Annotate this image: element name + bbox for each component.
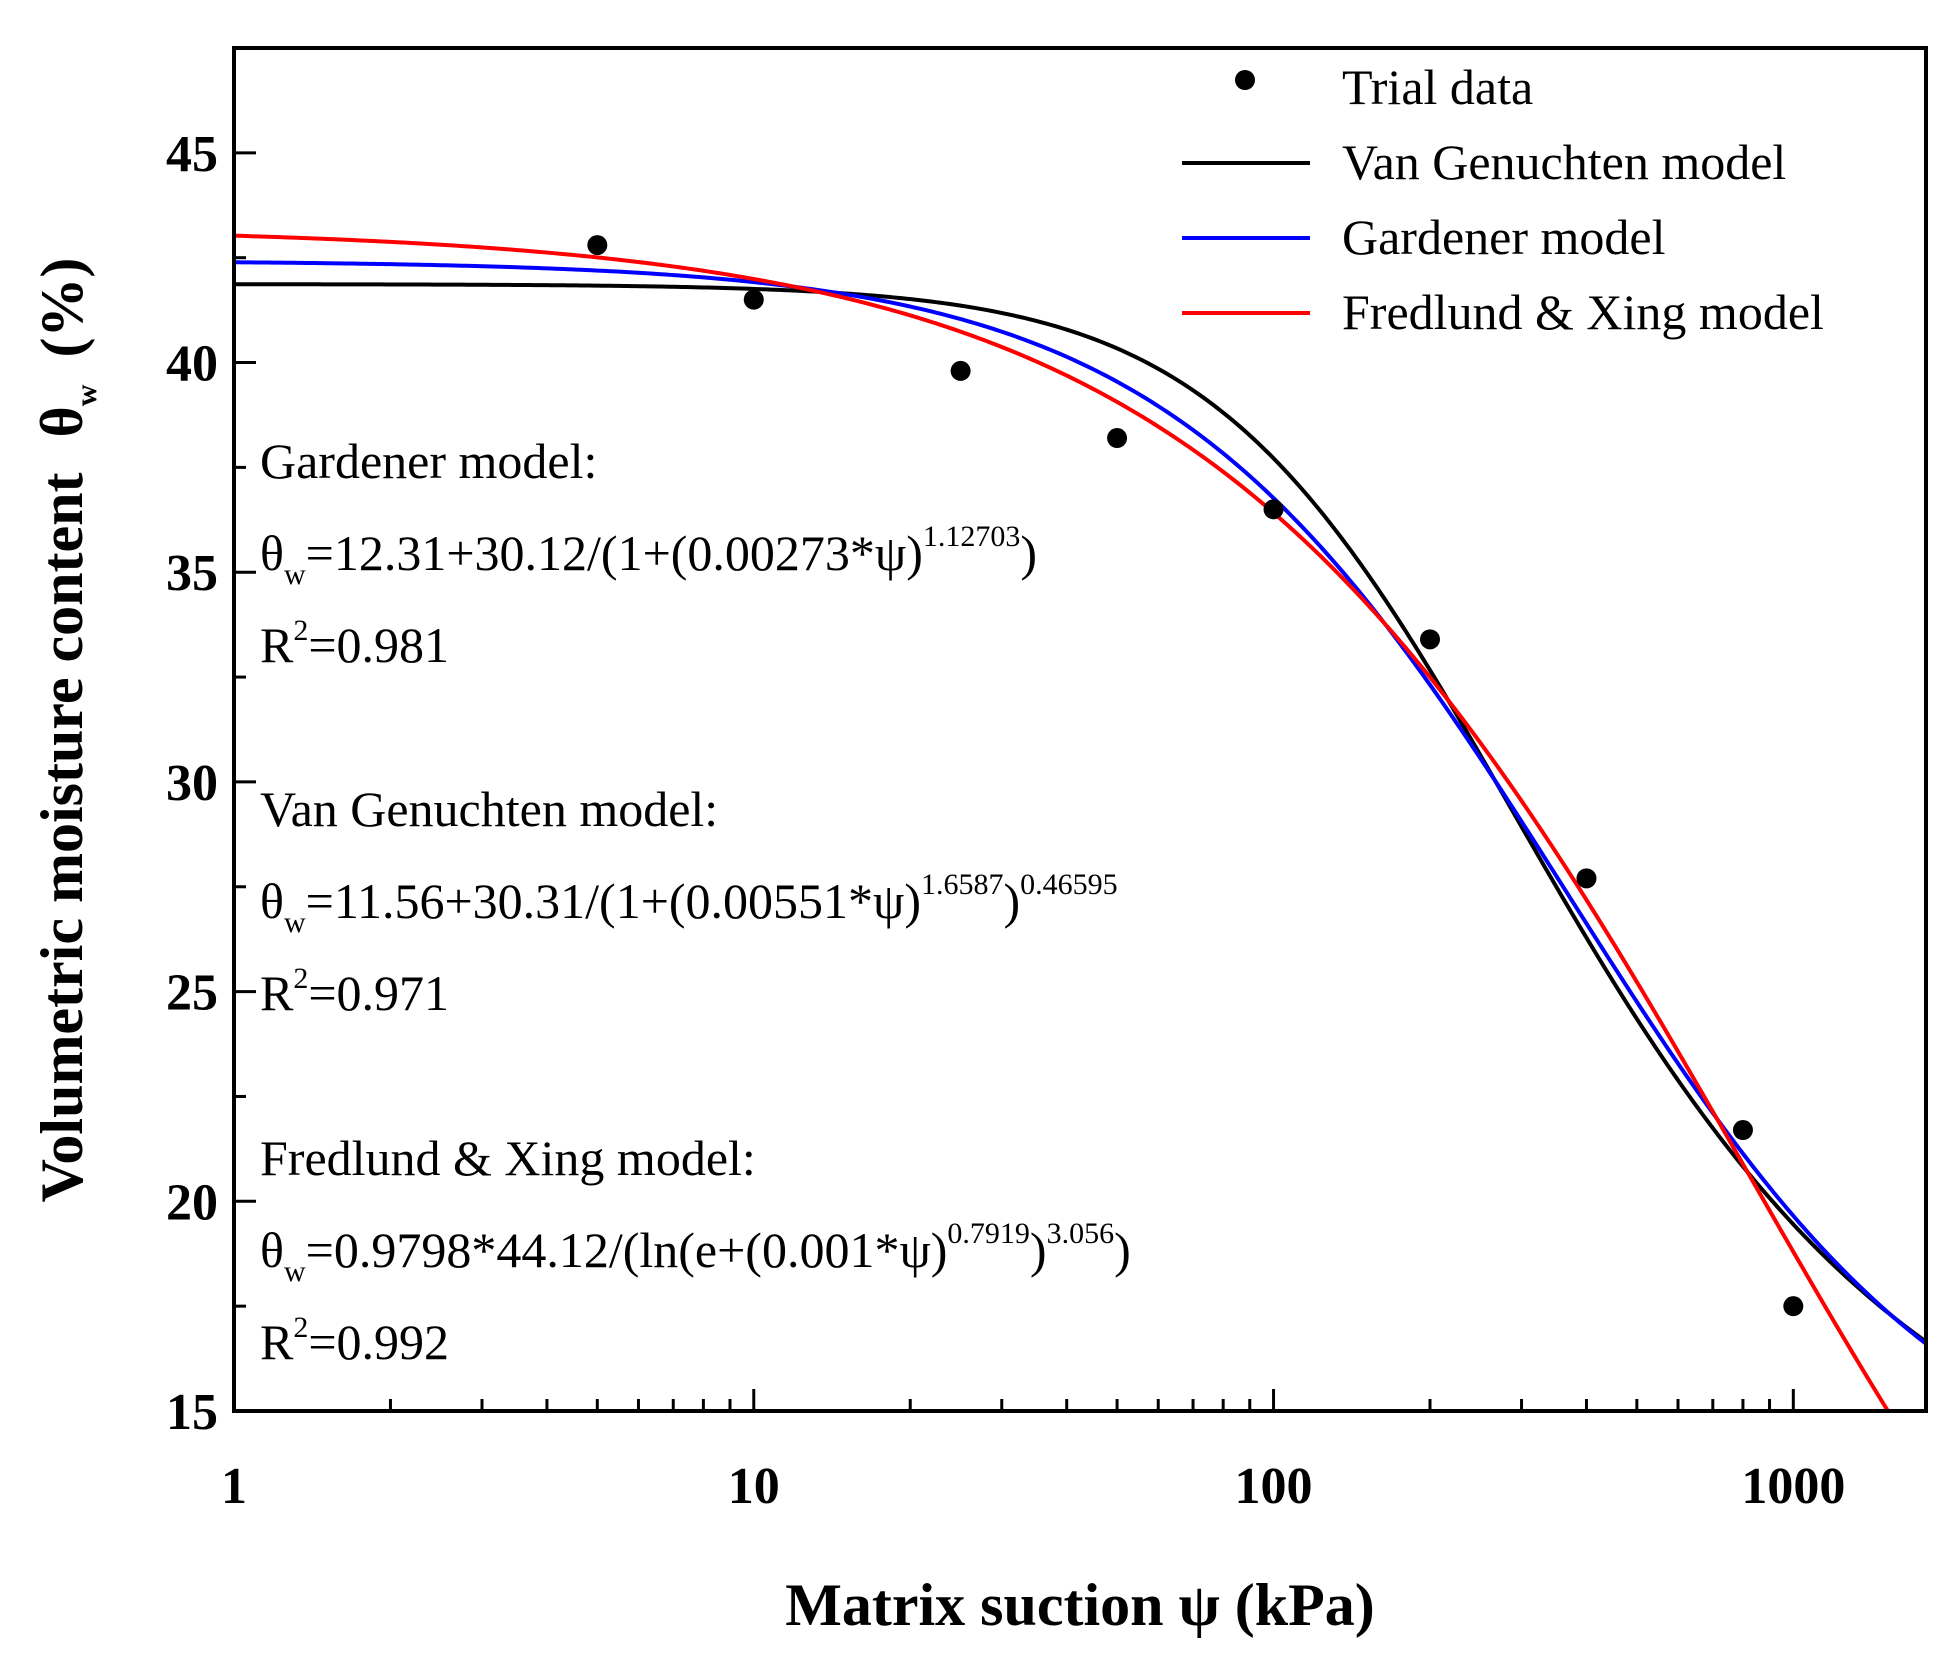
y-axis-title-symbol: θ xyxy=(29,406,95,437)
r-squared-value: =0.981 xyxy=(308,617,449,673)
equation-exponent: 3.056 xyxy=(1047,1217,1115,1250)
y-tick-label: 45 xyxy=(166,126,218,183)
equation-symbol: θ xyxy=(260,1222,284,1278)
legend-label-van-genuchten-model: Van Genuchten model xyxy=(1342,134,1786,190)
equation-symbol-subscript: w xyxy=(284,1255,306,1288)
trial-data-point xyxy=(1783,1296,1804,1317)
y-tick-labels: 15 20 25 30 35 40 45 xyxy=(166,126,218,1441)
y-tick-label: 25 xyxy=(166,965,218,1022)
equation-exponent: 1.12703 xyxy=(923,520,1021,553)
x-tick-label: 10 xyxy=(728,1458,780,1515)
plot-area xyxy=(234,233,1926,1411)
y-tick-label: 20 xyxy=(166,1174,218,1231)
equation-exponent: 0.46595 xyxy=(1020,868,1118,901)
trial-data-point xyxy=(1732,1120,1753,1141)
plot-frame xyxy=(232,46,1928,1413)
equation-close: ) xyxy=(1020,525,1037,581)
equation-title: Fredlund & Xing model: xyxy=(260,1130,756,1186)
equation: θw=0.9798*44.12/(ln(e+(0.001*ψ)0.7919)3.… xyxy=(260,1217,1131,1288)
equation-symbol: θ xyxy=(260,873,284,929)
trial-data-point xyxy=(1107,428,1128,449)
equation-body: =12.31+30.12/(1+(0.00273*ψ) xyxy=(306,525,923,581)
x-axis-title: Matrix suction ψ (kPa) xyxy=(785,1572,1375,1638)
van-genuchten-model-curve xyxy=(234,282,1926,1344)
r-squared-exponent: 2 xyxy=(293,1311,308,1344)
trial-data-points xyxy=(587,235,1804,1317)
equation-exponent: 0.7919 xyxy=(947,1217,1030,1250)
equation-close: ) xyxy=(1004,873,1021,929)
equation-body: =11.56+30.31/(1+(0.00551*ψ) xyxy=(306,873,921,929)
equation-title: Van Genuchten model: xyxy=(260,781,718,837)
trial-data-point xyxy=(1263,499,1284,520)
legend-marker-trial-data xyxy=(1235,70,1255,90)
r-squared: R2=0.971 xyxy=(260,962,449,1021)
x-tick-label: 1000 xyxy=(1741,1458,1845,1515)
r-squared-symbol: R xyxy=(260,1314,294,1370)
legend-label-fredlund-xing-model: Fredlund & Xing model xyxy=(1342,284,1824,340)
equation-body: =0.9798*44.12/(ln(e+(0.001*ψ) xyxy=(306,1222,948,1278)
y-tick-label: 35 xyxy=(166,545,218,602)
legend-label-trial-data: Trial data xyxy=(1342,59,1533,115)
y-tick-label: 30 xyxy=(166,755,218,812)
trial-data-point xyxy=(1420,629,1441,650)
y-tick-label: 15 xyxy=(166,1384,218,1441)
fredlund-xing-model-curve xyxy=(234,233,1891,1411)
svg-text:Volumetric moisture content: Volumetric moisture content θw (%) xyxy=(29,258,109,1203)
r-squared-exponent: 2 xyxy=(293,962,308,995)
equation-close: ) xyxy=(1030,1222,1047,1278)
legend: Trial data Van Genuchten model Gardener mo… xyxy=(1182,59,1824,340)
trial-data-point xyxy=(1576,868,1597,889)
equation-symbol: θ xyxy=(260,525,284,581)
r-squared: R2=0.992 xyxy=(260,1311,449,1370)
model-curves xyxy=(234,233,1926,1411)
x-tick-labels: 1 10 100 1000 xyxy=(221,1458,1845,1515)
r-squared-symbol: R xyxy=(260,965,294,1021)
x-tick-label: 1 xyxy=(221,1458,247,1515)
y-axis-title-subscript: w xyxy=(70,384,103,406)
y-axis-title: Volumetric moisture content θw (%) xyxy=(29,258,109,1203)
r-squared-value: =0.992 xyxy=(308,1314,449,1370)
trial-data-point xyxy=(743,289,764,310)
equation: θw=12.31+30.12/(1+(0.00273*ψ)1.12703) xyxy=(260,520,1037,591)
r-squared-symbol: R xyxy=(260,617,294,673)
equation-symbol-subscript: w xyxy=(284,906,306,939)
equation: θw=11.56+30.31/(1+(0.00551*ψ)1.6587)0.46… xyxy=(260,868,1118,939)
y-axis-title-unit: (%) xyxy=(29,258,95,358)
gardener-model-curve xyxy=(234,260,1926,1346)
y-tick-label: 40 xyxy=(166,336,218,393)
equation-annotations: Gardener model:θw=12.31+30.12/(1+(0.0027… xyxy=(260,433,1131,1370)
trial-data-point xyxy=(587,235,608,256)
r-squared-value: =0.971 xyxy=(308,965,449,1021)
equation-symbol-subscript: w xyxy=(284,558,306,591)
r-squared: R2=0.981 xyxy=(260,614,449,673)
equation-exponent: 1.6587 xyxy=(921,868,1004,901)
equation-title: Gardener model: xyxy=(260,433,597,489)
legend-label-gardener-model: Gardener model xyxy=(1342,209,1665,265)
trial-data-point xyxy=(950,360,971,381)
y-axis-title-text: Volumetric moisture content xyxy=(29,473,95,1203)
equation-suffix: ) xyxy=(1114,1222,1131,1278)
x-tick-label: 100 xyxy=(1235,1458,1313,1515)
r-squared-exponent: 2 xyxy=(293,614,308,647)
